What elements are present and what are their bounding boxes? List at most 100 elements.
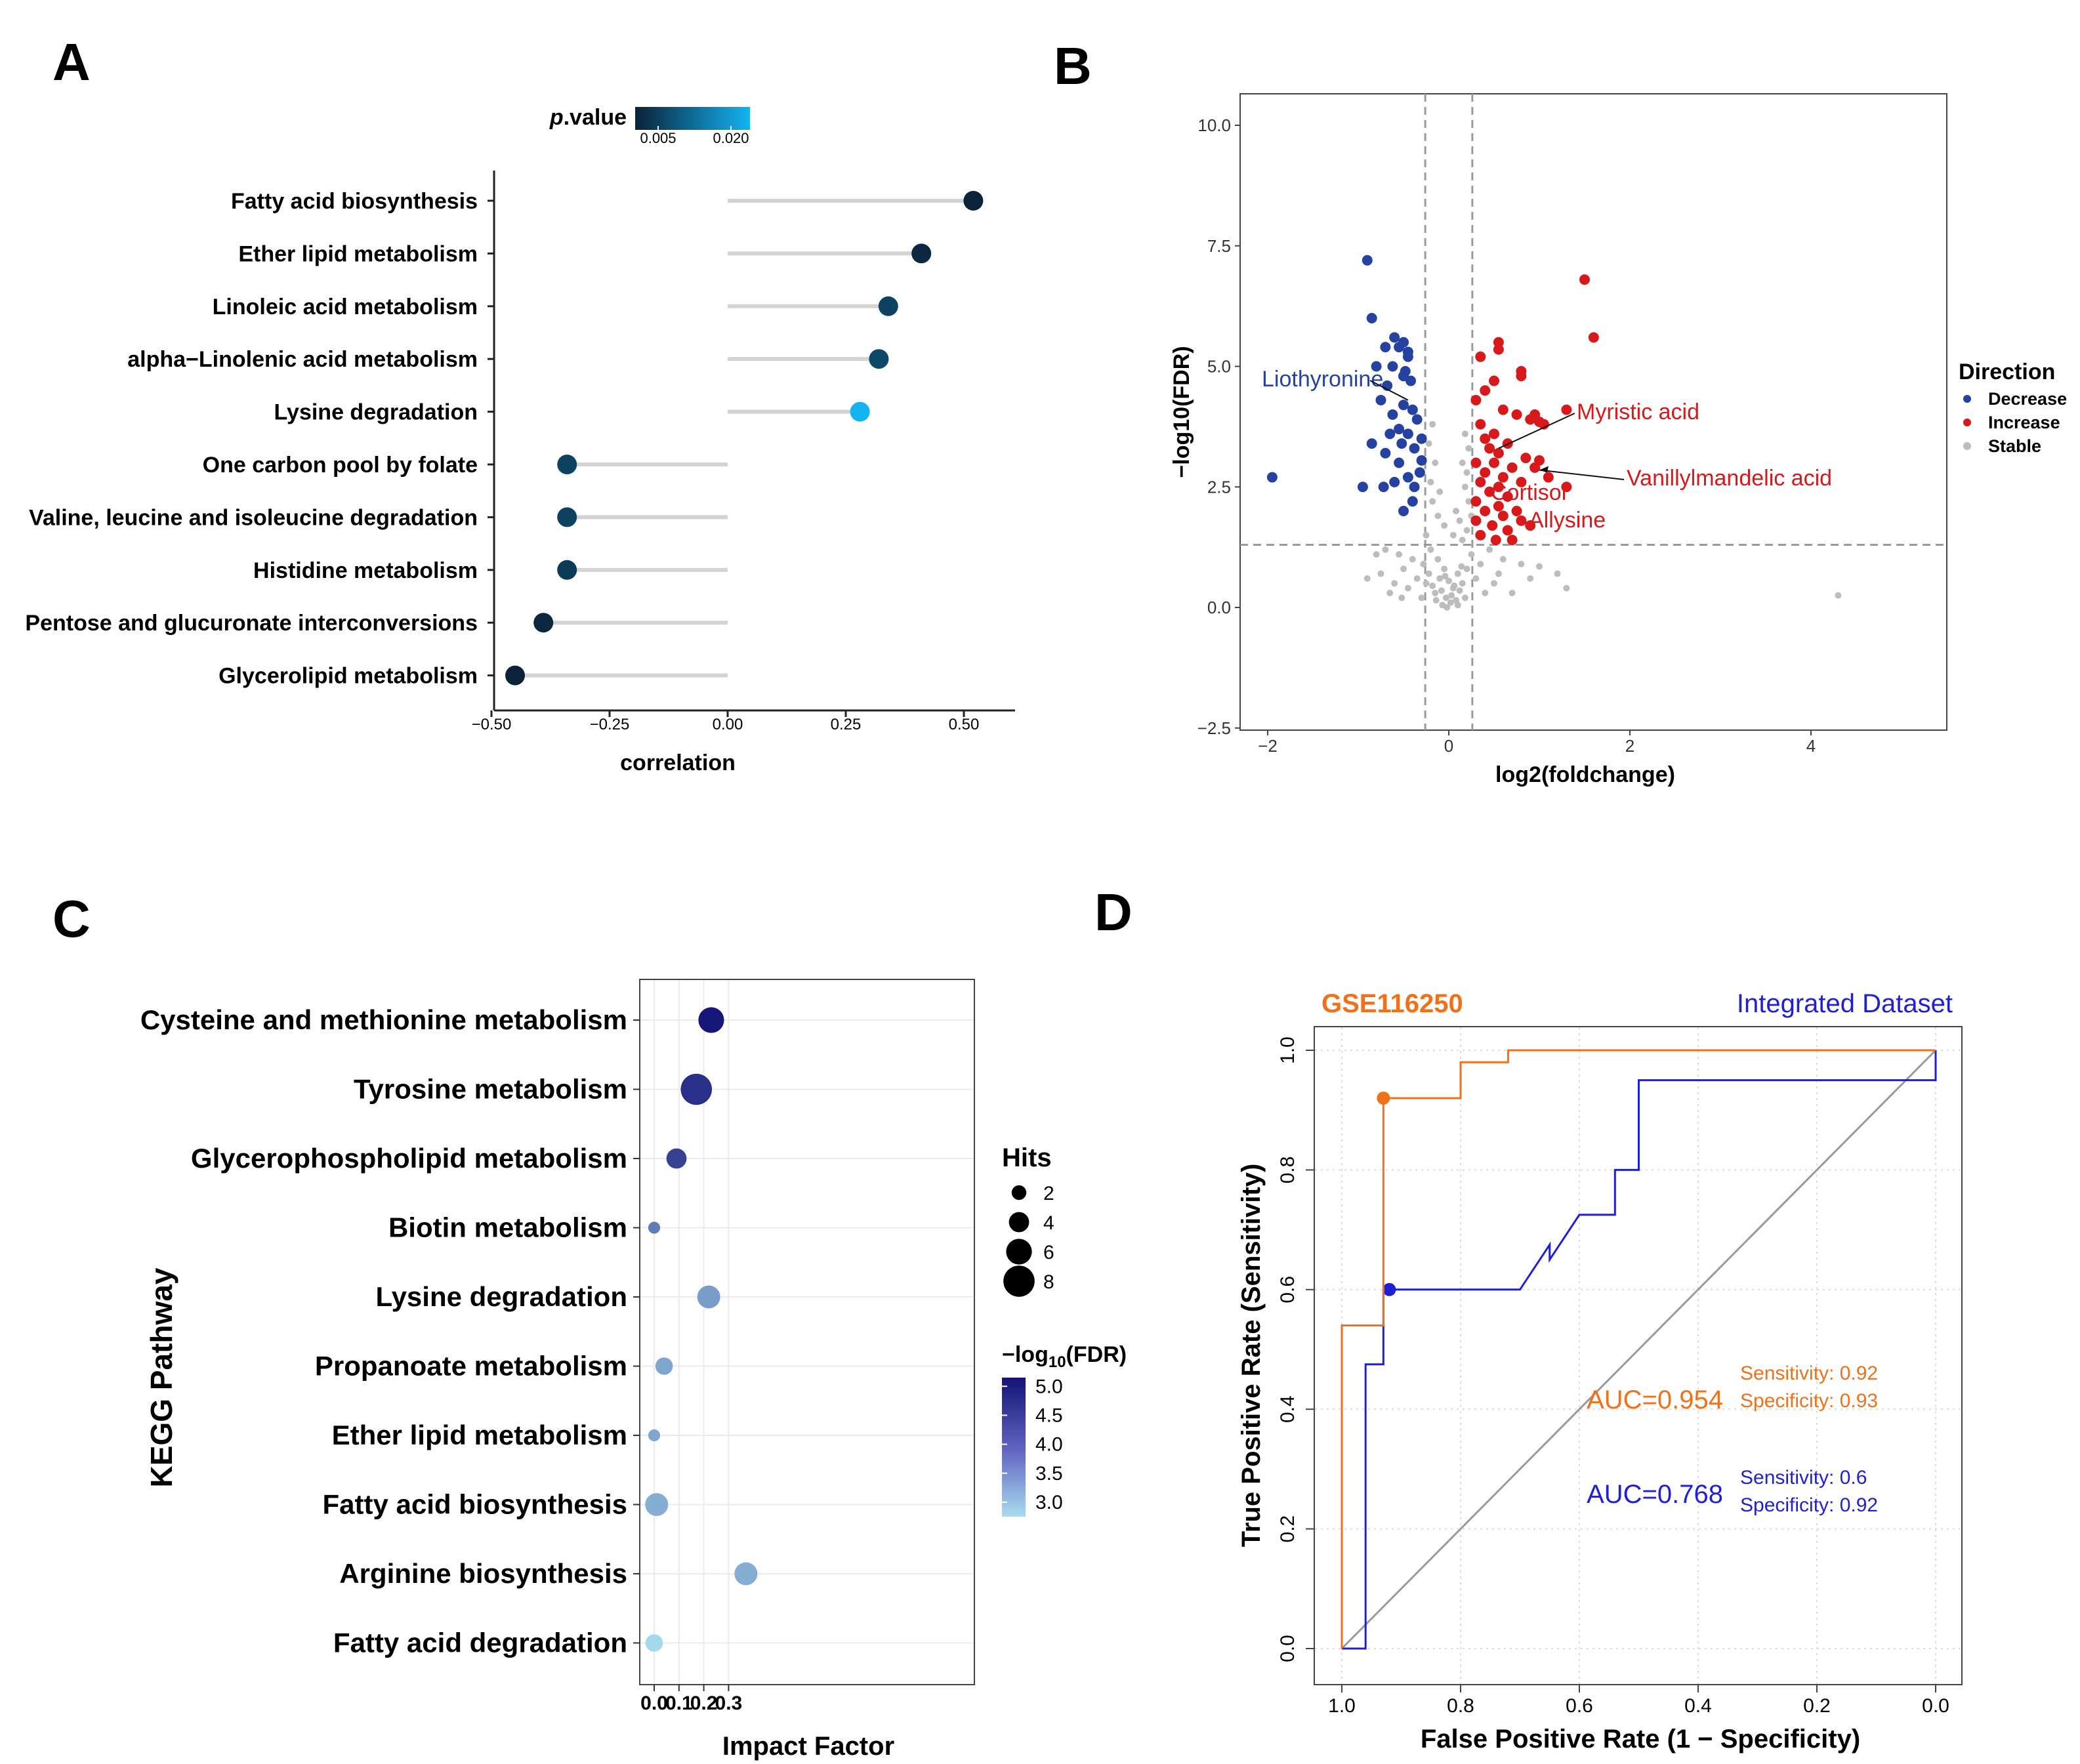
b-point-0-26 bbox=[1380, 447, 1391, 459]
b-point-0-22 bbox=[1416, 433, 1427, 444]
b-point-1-24 bbox=[1470, 457, 1482, 468]
b-point-1-38 bbox=[1480, 506, 1491, 516]
c-x-axis-title: Impact Factor bbox=[722, 1732, 894, 1761]
panel-b-volcano-plot: −2 0 2 4 −2.5 0.0 2.5 5.0 7.5 10.0 Liothyronine My… bbox=[1169, 93, 2067, 787]
b-point-1-2 bbox=[1493, 337, 1504, 348]
d-xtick-label-3: 0.4 bbox=[1684, 1695, 1712, 1717]
b-point-2-62 bbox=[1427, 478, 1434, 485]
b-point-1-42 bbox=[1502, 525, 1513, 536]
b-point-1-18 bbox=[1489, 428, 1499, 440]
b-point-0-4 bbox=[1394, 342, 1405, 353]
a-category-label-5: One carbon pool by folate bbox=[203, 453, 478, 478]
b-legend-title: Direction bbox=[1959, 359, 2055, 384]
b-point-1-39 bbox=[1497, 510, 1508, 522]
d-spec-integrated: Specificity: 0.92 bbox=[1740, 1494, 1878, 1516]
b-point-1-37 bbox=[1511, 506, 1522, 516]
b-point-2-72 bbox=[1439, 602, 1446, 609]
b-point-2-48 bbox=[1459, 537, 1466, 544]
b-point-2-49 bbox=[1463, 527, 1470, 534]
a-category-label-7: Histidine metabolism bbox=[253, 558, 478, 583]
c-category-label-2: Glycerophospholipid metabolism bbox=[191, 1143, 627, 1174]
b-point-2-47 bbox=[1398, 594, 1405, 602]
c-category-label-6: Ether lipid metabolism bbox=[332, 1420, 627, 1450]
b-point-0-33 bbox=[1407, 496, 1418, 507]
b-point-0-14 bbox=[1375, 394, 1386, 405]
b-legend-key-0 bbox=[1963, 395, 1971, 403]
panel-d-roc-curve: 1.0 0.8 0.6 0.4 0.2 0.0 0.0 0.2 0.4 0.6 0.8 1.0 GSE… bbox=[1237, 989, 1963, 1754]
b-arrowhead-vanillylmandelic-acid bbox=[1539, 466, 1549, 473]
b-arrow-liothyronine bbox=[1369, 380, 1409, 401]
b-point-2-24 bbox=[1442, 594, 1449, 602]
b-point-0-0 bbox=[1362, 255, 1373, 266]
c-bubble-1 bbox=[680, 1073, 713, 1105]
b-legend-label-0: Decrease bbox=[1988, 389, 2067, 409]
b-point-0-34 bbox=[1398, 506, 1409, 516]
c-xtick-label-3: 0.3 bbox=[715, 1692, 743, 1714]
c-color-legend-bar bbox=[1002, 1378, 1026, 1517]
b-point-2-16 bbox=[1461, 594, 1468, 602]
b-point-1-6 bbox=[1516, 371, 1527, 382]
b-point-2-25 bbox=[1441, 565, 1448, 573]
c-category-label-7: Fatty acid biosynthesis bbox=[323, 1489, 627, 1520]
b-ytick-label-1: 0.0 bbox=[1207, 598, 1231, 617]
b-point-1-40 bbox=[1470, 515, 1482, 526]
b-point-2-54 bbox=[1459, 459, 1466, 466]
b-point-1-28 bbox=[1480, 467, 1491, 478]
b-point-1-45 bbox=[1490, 535, 1501, 546]
d-roc-curve-0 bbox=[1341, 1049, 1936, 1649]
b-point-1-47 bbox=[1525, 520, 1536, 531]
b-point-1-21 bbox=[1484, 443, 1495, 454]
a-xtick-label-2: 0.00 bbox=[713, 716, 743, 733]
c-xtick-label-2: 0.2 bbox=[690, 1692, 718, 1714]
b-point-0-1 bbox=[1366, 313, 1377, 323]
b-legend-key-1 bbox=[1963, 419, 1971, 426]
d-ytick-label-1: 0.2 bbox=[1277, 1515, 1299, 1543]
b-point-2-10 bbox=[1486, 546, 1493, 553]
b-point-2-28 bbox=[1434, 556, 1442, 563]
b-point-0-29 bbox=[1402, 472, 1413, 483]
b-point-0-12 bbox=[1398, 371, 1409, 382]
a-xtick-label-3: 0.25 bbox=[831, 716, 862, 733]
c-size-legend-label-0: 2 bbox=[1043, 1183, 1054, 1204]
b-point-0-23 bbox=[1396, 438, 1407, 449]
b-point-1-22 bbox=[1493, 447, 1504, 459]
a-point-3 bbox=[869, 349, 889, 369]
b-point-1-8 bbox=[1470, 394, 1482, 405]
d-title-gse116250: GSE116250 bbox=[1321, 989, 1463, 1018]
b-point-1-17 bbox=[1475, 419, 1486, 430]
b-point-2-60 bbox=[1434, 512, 1442, 520]
b-point-0-25 bbox=[1366, 438, 1377, 449]
b-ytick-label-0: −2.5 bbox=[1197, 718, 1231, 738]
d-ytick-label-3: 0.6 bbox=[1277, 1276, 1299, 1303]
c-color-legend-label-0: 5.0 bbox=[1035, 1376, 1063, 1397]
b-point-1-30 bbox=[1516, 476, 1527, 487]
b-point-2-40 bbox=[1396, 551, 1403, 558]
c-bubble-4 bbox=[697, 1285, 720, 1309]
b-point-2-71 bbox=[1447, 599, 1454, 606]
b-point-1-32 bbox=[1493, 482, 1504, 493]
c-bubble-3 bbox=[648, 1221, 661, 1234]
b-point-2-63 bbox=[1432, 459, 1439, 466]
b-point-2-64 bbox=[1425, 440, 1432, 447]
b-point-2-1 bbox=[1563, 585, 1570, 592]
panel-letter-d: D bbox=[1094, 883, 1133, 941]
b-point-0-21 bbox=[1402, 428, 1413, 440]
b-label-cortisol: Cortisol bbox=[1491, 480, 1566, 505]
d-plot-border bbox=[1314, 1026, 1963, 1685]
a-category-label-3: alpha−Linolenic acid metabolism bbox=[127, 347, 478, 372]
b-xtick-label-0: −2 bbox=[1258, 736, 1278, 756]
a-point-1 bbox=[911, 243, 932, 264]
a-xtick-label-1: −0.25 bbox=[590, 716, 630, 733]
c-size-legend-key-1 bbox=[1009, 1212, 1030, 1233]
b-point-2-22 bbox=[1448, 592, 1455, 599]
b-point-1-43 bbox=[1516, 515, 1527, 526]
b-point-0-31 bbox=[1409, 482, 1420, 493]
b-point-2-41 bbox=[1391, 580, 1398, 587]
b-point-2-30 bbox=[1429, 582, 1436, 589]
b-label-myristic-acid: Myristic acid bbox=[1577, 400, 1699, 424]
d-xtick-label-5: 0.0 bbox=[1922, 1695, 1949, 1717]
b-point-2-31 bbox=[1427, 546, 1434, 553]
c-color-legend-title-b: (FDR) bbox=[1066, 1342, 1127, 1367]
d-auc-gse: AUC=0.954 bbox=[1587, 1385, 1723, 1414]
b-point-2-56 bbox=[1461, 430, 1468, 438]
